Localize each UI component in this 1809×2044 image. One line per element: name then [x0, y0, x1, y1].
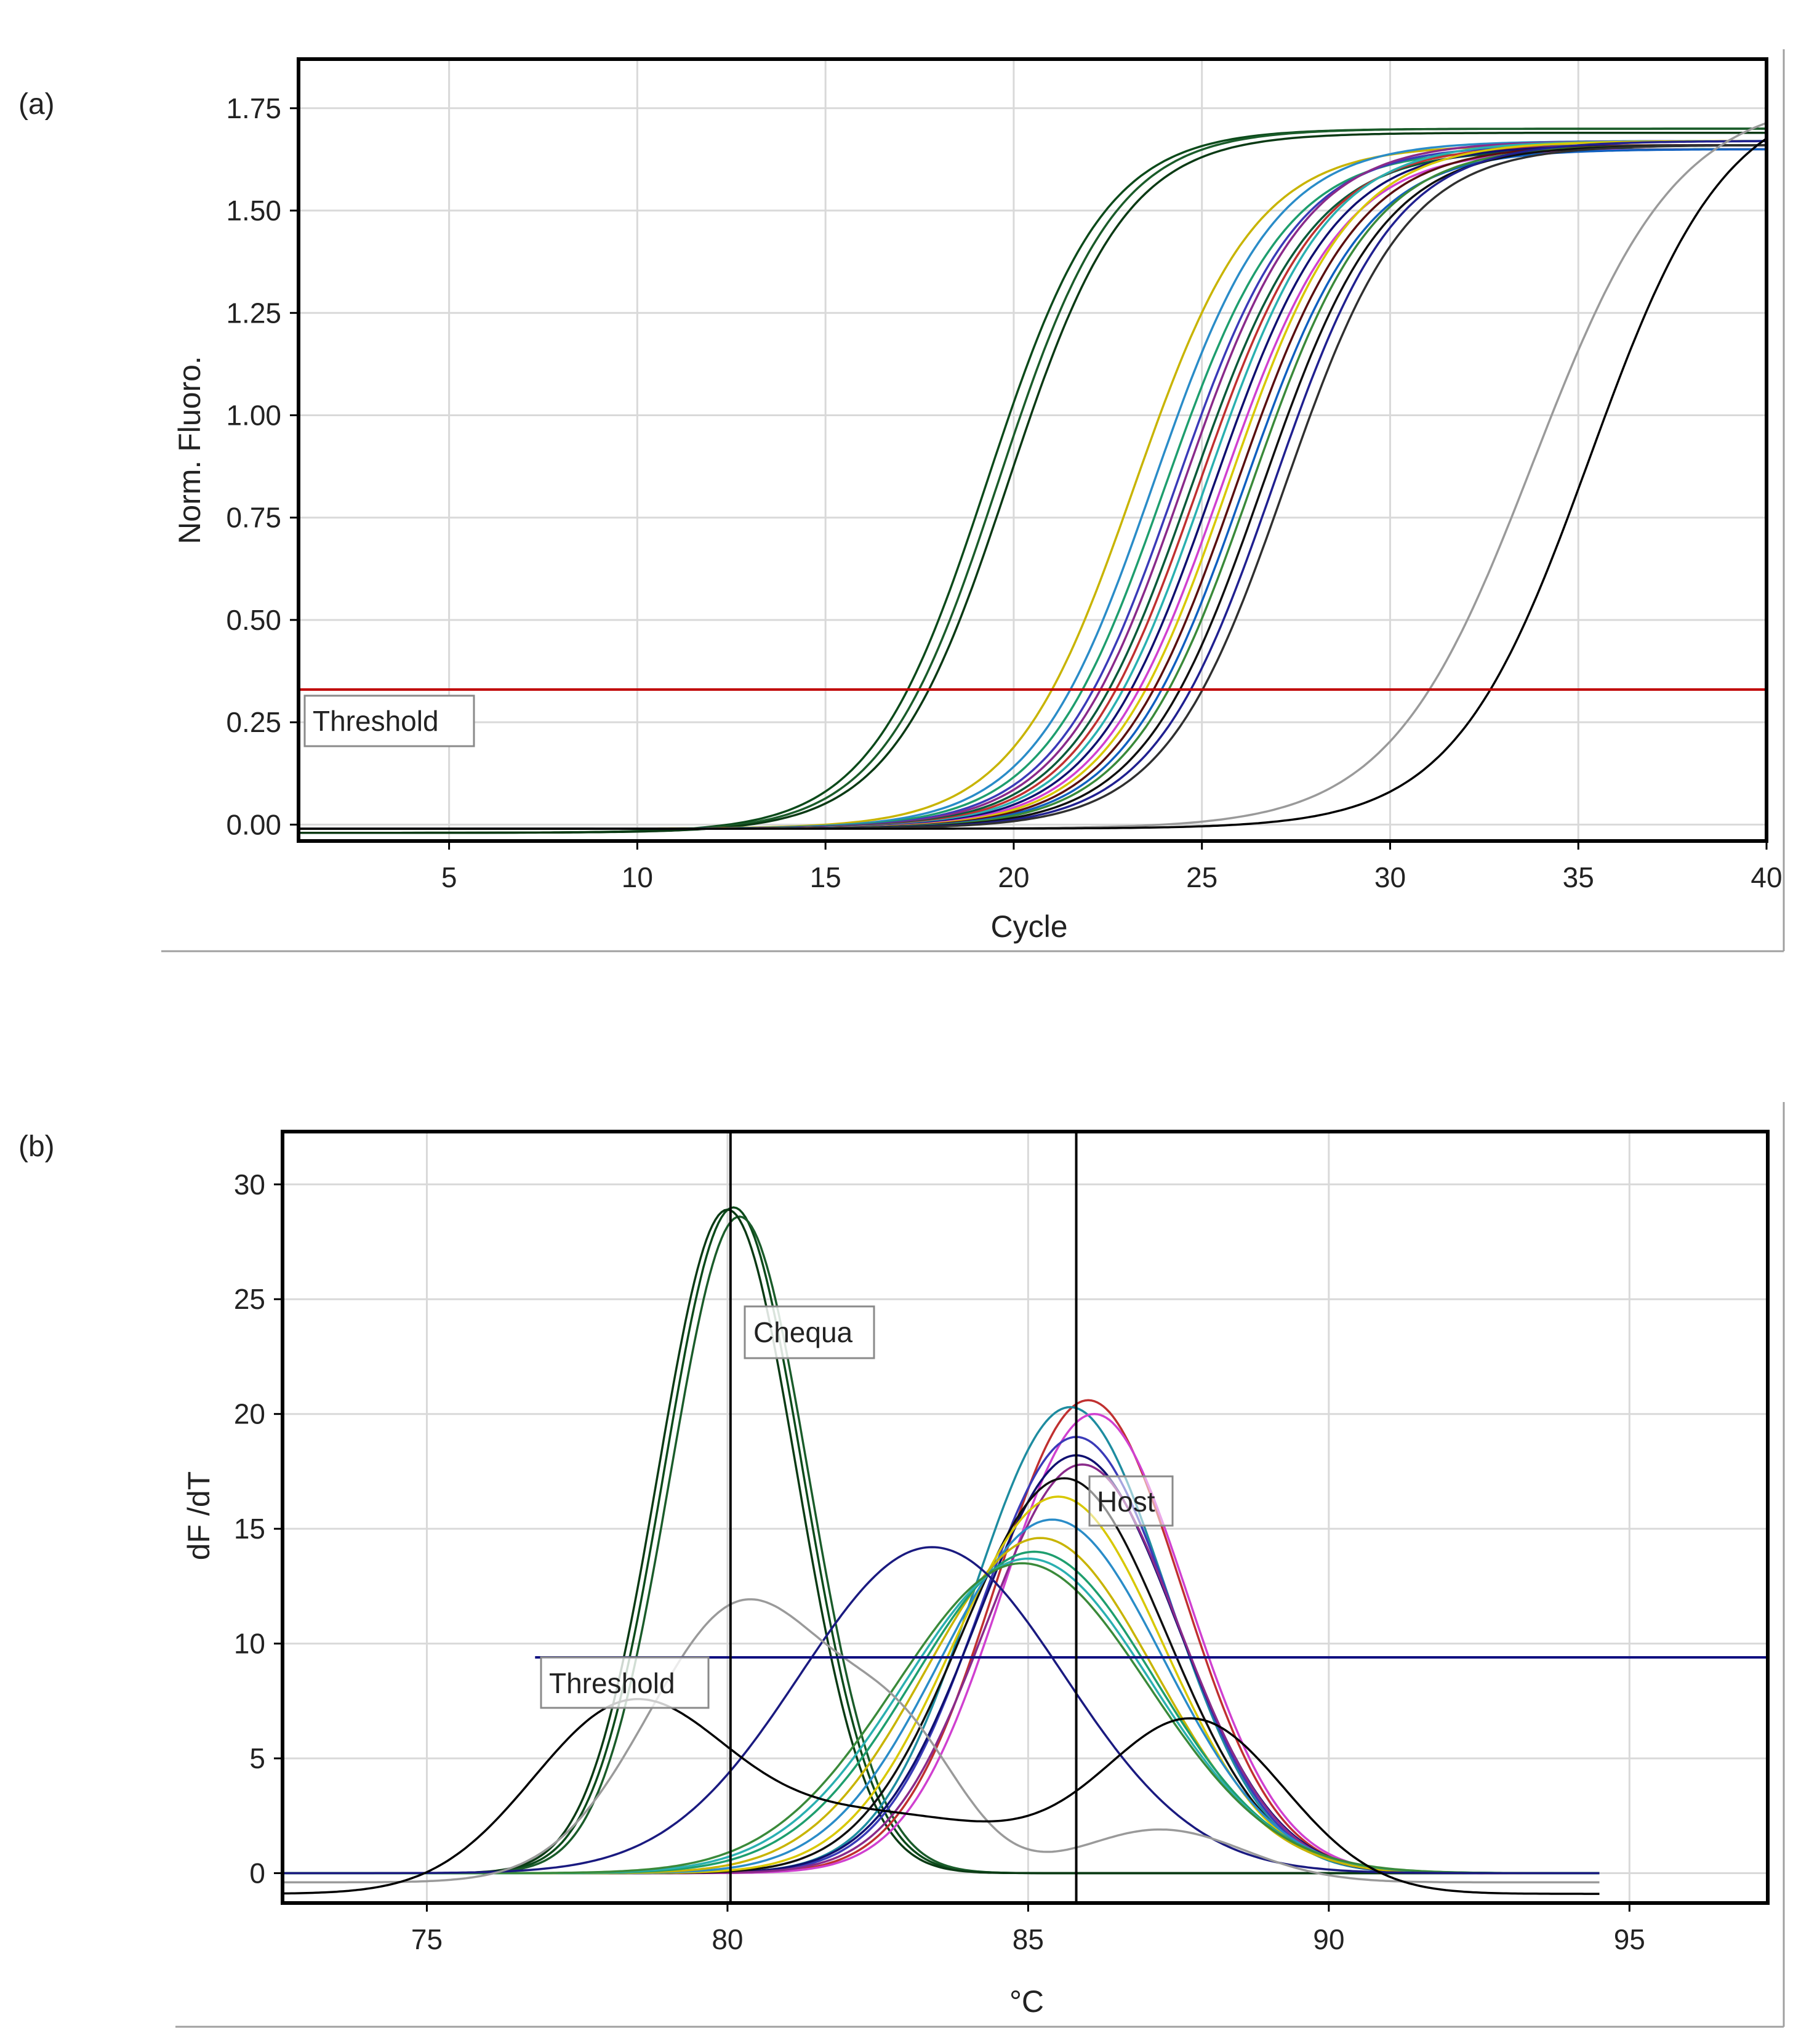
panel-label-b: (b) — [18, 1130, 55, 1163]
x-tick-label-b: 75 — [411, 1923, 443, 1955]
host-label-box — [1088, 1475, 1174, 1527]
grid-a — [299, 59, 1768, 841]
y-tick-label-a: 1.50 — [226, 195, 281, 227]
y-tick-label-b: 15 — [234, 1513, 265, 1545]
y-tick-label-a: 0.00 — [226, 808, 281, 840]
y-tick-label-b: 30 — [234, 1169, 265, 1201]
amplification-curve-early-3 — [299, 131, 1767, 834]
y-tick-label-b: 10 — [234, 1628, 265, 1660]
y-tick-label-a: 1.25 — [226, 297, 281, 329]
panel-b: (b) Chequa Host Threshold 75 80 85 90 95 0 5 10… — [18, 1102, 1785, 2028]
panel-label-a: (a) — [18, 88, 55, 121]
x-tick-label-a: 30 — [1374, 861, 1406, 893]
chequa-label-box — [744, 1305, 875, 1359]
threshold-label-b: Threshold — [549, 1667, 675, 1699]
x-axis-label-a: Cycle — [990, 909, 1067, 944]
plot-border-b — [281, 1130, 1770, 1905]
ticks-a: 5 10 15 20 25 30 35 40 0.00 0.25 0.50 0.75 1.00 1.25 1… — [226, 92, 1782, 893]
x-tick-label-a: 35 — [1563, 861, 1594, 893]
x-tick-label-a: 40 — [1751, 861, 1782, 893]
panel-a: (a) Threshold 5 10 15 20 25 30 35 40 0.00 0.25 0.5… — [18, 49, 1785, 952]
y-tick-label-a: 0.25 — [226, 706, 281, 738]
melt-curve-broad-black — [282, 1697, 1600, 1895]
y-tick-label-a: 1.00 — [226, 399, 281, 431]
y-tick-label-b: 25 — [234, 1283, 265, 1315]
chequa-label: Chequa — [753, 1316, 853, 1348]
x-tick-label-b: 95 — [1614, 1923, 1645, 1955]
x-axis-label-b: °C — [1009, 1984, 1044, 2019]
plot-area-b — [283, 1132, 1768, 1903]
y-axis-label-a: Norm. Fluoro. — [172, 356, 207, 544]
x-tick-label-b: 80 — [712, 1923, 743, 1955]
ticks-b: 75 80 85 90 95 0 5 10 15 20 25 30 — [234, 1169, 1645, 1955]
x-tick-label-a: 5 — [441, 861, 457, 893]
host-label: Host — [1097, 1486, 1155, 1518]
y-tick-label-b: 0 — [249, 1857, 265, 1889]
threshold-label-a: Threshold — [313, 705, 439, 737]
series-b — [282, 1206, 1600, 1895]
y-tick-label-a: 1.75 — [226, 92, 281, 124]
x-tick-label-b: 90 — [1313, 1923, 1344, 1955]
y-tick-label-a: 0.75 — [226, 502, 281, 534]
y-tick-label-a: 0.50 — [226, 604, 281, 636]
melt-curve-broad-gray — [283, 1598, 1600, 1884]
y-tick-label-b: 20 — [234, 1398, 265, 1430]
y-axis-label-b: dF /dT — [182, 1471, 216, 1560]
overlay-a: Threshold — [299, 688, 1767, 747]
y-tick-label-b: 5 — [249, 1742, 265, 1774]
threshold-label-box-b — [540, 1656, 710, 1709]
overlay-b: Chequa Host Threshold — [535, 1132, 1768, 1903]
plot-border-a — [297, 57, 1768, 843]
amplification-curve-late-black — [299, 137, 1768, 830]
x-tick-label-a: 10 — [622, 861, 653, 893]
threshold-label-box-a — [303, 694, 475, 747]
x-tick-label-a: 25 — [1186, 861, 1217, 893]
melt-curve-h13 — [283, 1562, 1600, 1875]
x-tick-label-b: 85 — [1013, 1923, 1044, 1955]
x-tick-label-a: 15 — [810, 861, 841, 893]
series-a — [299, 122, 1768, 834]
x-tick-label-a: 20 — [998, 861, 1029, 893]
plot-area-a — [299, 59, 1767, 841]
